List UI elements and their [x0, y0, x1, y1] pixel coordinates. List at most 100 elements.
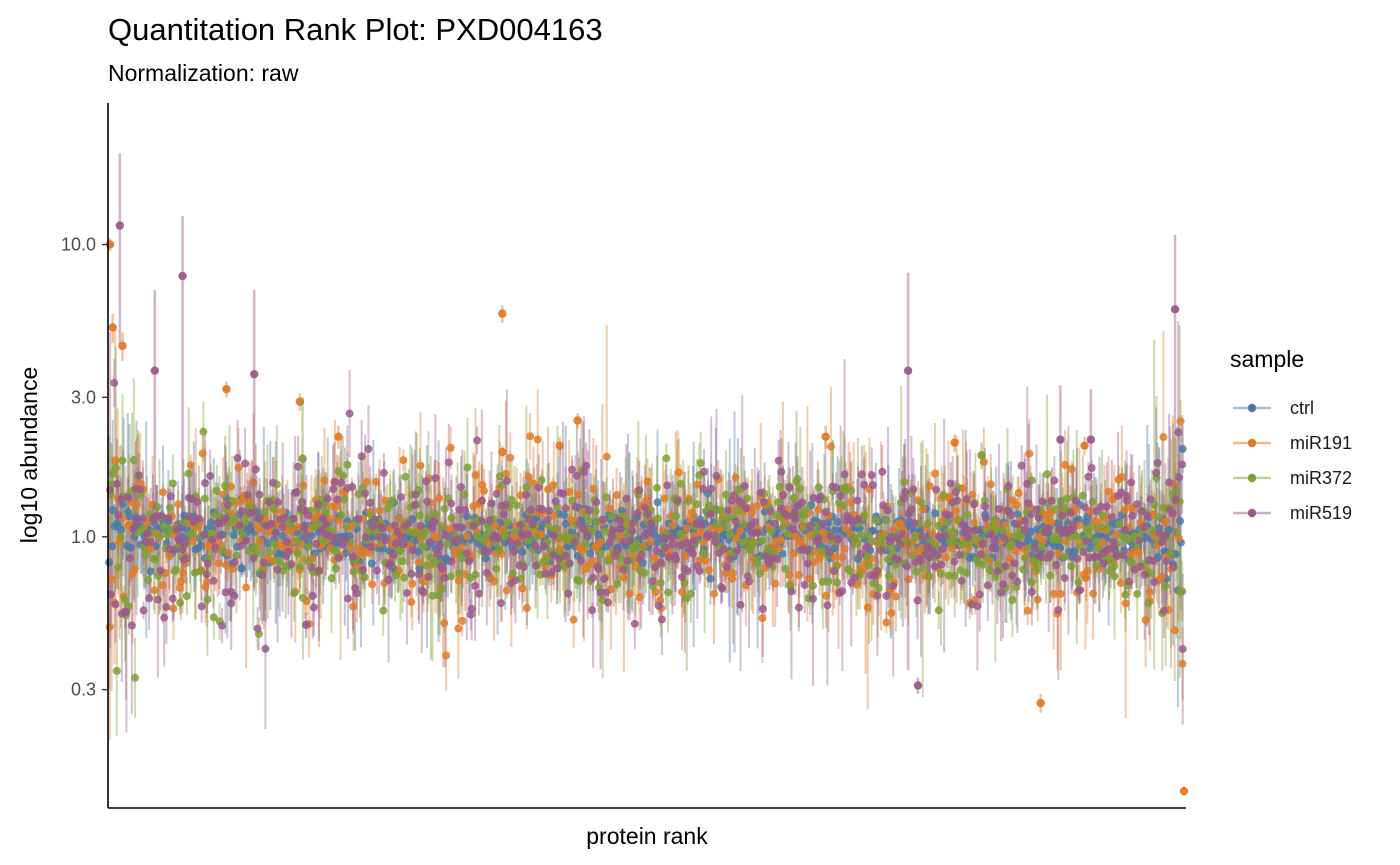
data-point-miR519 [287, 560, 296, 569]
data-point-miR519 [667, 533, 676, 542]
data-point-miR519 [690, 536, 699, 545]
data-point-miR519 [759, 497, 768, 506]
data-point-miR519 [860, 480, 869, 489]
data-point-miR519 [157, 511, 166, 520]
data-point-miR519 [1135, 536, 1144, 545]
data-point-ctrl [617, 506, 626, 515]
data-point-miR519 [173, 525, 182, 534]
data-point-miR372 [943, 518, 952, 527]
data-point-miR372 [473, 532, 482, 541]
data-point-miR191 [471, 471, 480, 480]
data-point-miR372 [839, 501, 848, 510]
data-point-miR372 [1085, 530, 1094, 539]
data-point-miR191 [518, 584, 527, 593]
data-point-miR191 [294, 523, 303, 532]
data-point-miR372 [874, 584, 883, 593]
data-point-miR519 [568, 465, 577, 474]
data-point-miR191 [549, 511, 558, 520]
data-point-miR372 [349, 567, 358, 576]
data-point-miR372 [749, 538, 758, 547]
data-point-miR191 [222, 561, 231, 570]
data-point-miR519 [623, 556, 632, 565]
data-point-miR372 [793, 475, 802, 484]
data-point-miR191 [646, 537, 655, 546]
data-point-miR191 [904, 575, 913, 584]
data-point-miR519 [794, 603, 803, 612]
data-point-miR191 [688, 508, 697, 517]
data-point-miR519 [302, 530, 311, 539]
data-point-miR519 [983, 581, 992, 590]
data-point-miR372 [853, 539, 862, 548]
data-point-miR519 [438, 564, 447, 573]
data-point-miR519 [1153, 458, 1162, 467]
data-point-miR519 [396, 493, 405, 502]
data-point-miR519 [933, 551, 942, 560]
data-point-miR519 [913, 596, 922, 605]
data-point-miR519 [215, 531, 224, 540]
data-point-miR191 [928, 529, 937, 538]
data-point-miR519 [223, 500, 232, 509]
data-point-miR372 [637, 544, 646, 553]
data-point-miR519 [273, 498, 282, 507]
data-point-miR519 [379, 468, 388, 477]
data-point-miR372 [275, 558, 284, 567]
data-point-miR519 [1122, 496, 1131, 505]
data-point-miR519 [331, 535, 340, 544]
data-point-miR519 [814, 533, 823, 542]
data-point-miR519 [1013, 520, 1022, 529]
data-point-miR191 [130, 565, 139, 574]
data-point-miR372 [218, 546, 227, 555]
data-point-miR372 [923, 519, 932, 528]
data-point-miR519 [619, 565, 628, 574]
data-point-miR519 [790, 508, 799, 517]
legend-swatch [1247, 438, 1257, 448]
data-point-miR191 [796, 536, 805, 545]
data-point-miR372 [775, 482, 784, 491]
data-point-miR372 [596, 549, 605, 558]
data-point-miR519 [555, 554, 564, 563]
data-point-miR372 [631, 539, 640, 548]
data-point-miR519 [1032, 505, 1041, 514]
data-point-miR372 [207, 529, 216, 538]
data-point-miR519 [873, 591, 882, 600]
y-axis-ticks: 0.3 1.0 3.0 10.0 [61, 234, 108, 700]
data-point-miR519 [162, 603, 171, 612]
data-point-ctrl [229, 531, 238, 540]
data-point-miR372 [1106, 555, 1115, 564]
data-point-miR372 [1072, 532, 1081, 541]
data-point-ctrl [538, 520, 547, 529]
outlier-point-miR191 [118, 341, 127, 351]
data-point-miR372 [918, 564, 927, 573]
data-point-miR519 [125, 554, 134, 563]
data-point-miR372 [903, 538, 912, 547]
data-point-miR519 [836, 491, 845, 500]
data-point-miR519 [1087, 463, 1096, 472]
data-point-miR519 [770, 519, 779, 528]
data-point-miR372 [721, 490, 730, 499]
data-point-miR191 [1161, 517, 1170, 526]
data-point-miR519 [298, 497, 307, 506]
data-point-miR191 [771, 579, 780, 588]
data-point-miR191 [533, 435, 542, 444]
data-point-miR191 [372, 477, 381, 486]
data-point-miR519 [833, 535, 842, 544]
data-point-miR519 [300, 523, 309, 532]
data-point-miR519 [345, 409, 354, 418]
data-point-miR519 [138, 514, 147, 523]
data-point-miR372 [184, 469, 193, 478]
data-point-miR372 [176, 598, 185, 607]
data-point-ctrl [931, 509, 940, 518]
data-point-miR191 [710, 589, 719, 598]
data-point-miR191 [454, 624, 463, 633]
data-point-miR519 [598, 515, 607, 524]
data-point-miR519 [531, 561, 540, 570]
data-point-miR519 [1008, 571, 1017, 580]
data-point-miR372 [360, 573, 369, 582]
data-point-miR519 [391, 539, 400, 548]
data-point-miR519 [975, 590, 984, 599]
data-point-miR191 [612, 491, 621, 500]
data-point-miR519 [980, 502, 989, 511]
data-point-miR519 [997, 588, 1006, 597]
data-point-miR519 [230, 591, 239, 600]
data-point-miR519 [528, 520, 537, 529]
